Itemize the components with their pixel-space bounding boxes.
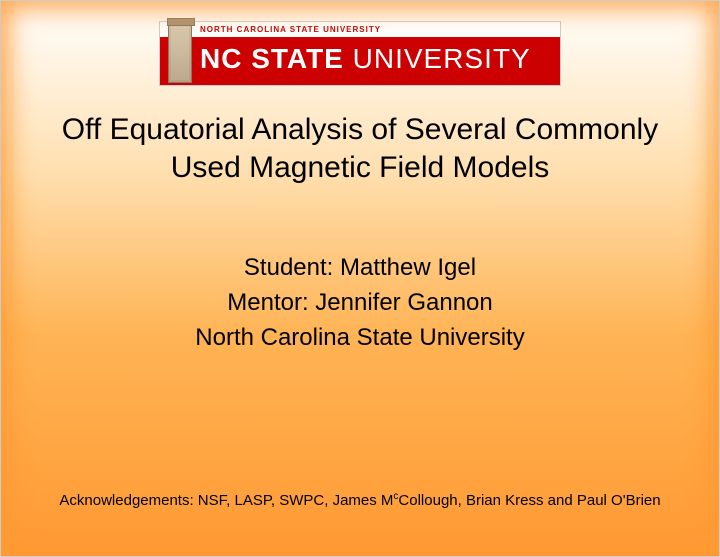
bell-tower-icon xyxy=(168,23,192,83)
slide: NORTH CAROLINA STATE UNIVERSITY NC STATE… xyxy=(0,0,720,557)
university-logo: NORTH CAROLINA STATE UNIVERSITY NC STATE… xyxy=(159,21,561,86)
subtitle-line-mentor: Mentor: Jennifer Gannon xyxy=(51,286,669,321)
logo-main-bold: NC STATE xyxy=(200,43,344,74)
ack-prefix: Acknowledgements: NSF, LASP, SWPC, James… xyxy=(59,492,393,509)
subtitle-line-affiliation: North Carolina State University xyxy=(51,321,669,356)
subtitle-line-student: Student: Matthew Igel xyxy=(51,251,669,286)
ack-suffix: Collough, Brian Kress and Paul O'Brien xyxy=(398,492,660,509)
logo-top-text: NORTH CAROLINA STATE UNIVERSITY xyxy=(200,25,381,34)
title-text: Off Equatorial Analysis of Several Commo… xyxy=(62,113,658,184)
logo-top-bar: NORTH CAROLINA STATE UNIVERSITY xyxy=(160,22,560,37)
slide-title: Off Equatorial Analysis of Several Commo… xyxy=(51,111,669,186)
acknowledgements: Acknowledgements: NSF, LASP, SWPC, James… xyxy=(41,490,679,511)
logo-main-bar: NC STATE UNIVERSITY xyxy=(160,37,560,85)
logo-main-light: UNIVERSITY xyxy=(344,43,531,74)
slide-subtitle: Student: Matthew Igel Mentor: Jennifer G… xyxy=(51,251,669,355)
